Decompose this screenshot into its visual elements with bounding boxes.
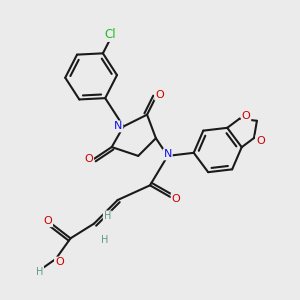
Text: O: O xyxy=(84,154,93,164)
Text: O: O xyxy=(172,194,180,204)
Text: O: O xyxy=(256,136,265,146)
Text: O: O xyxy=(44,216,52,226)
Text: O: O xyxy=(242,111,250,121)
Text: O: O xyxy=(155,90,164,100)
Text: N: N xyxy=(114,122,122,131)
Text: H: H xyxy=(101,235,108,245)
Text: O: O xyxy=(55,257,64,268)
Text: H: H xyxy=(36,267,43,277)
Text: H: H xyxy=(103,211,111,221)
Text: Cl: Cl xyxy=(104,28,116,41)
Text: N: N xyxy=(164,149,172,159)
